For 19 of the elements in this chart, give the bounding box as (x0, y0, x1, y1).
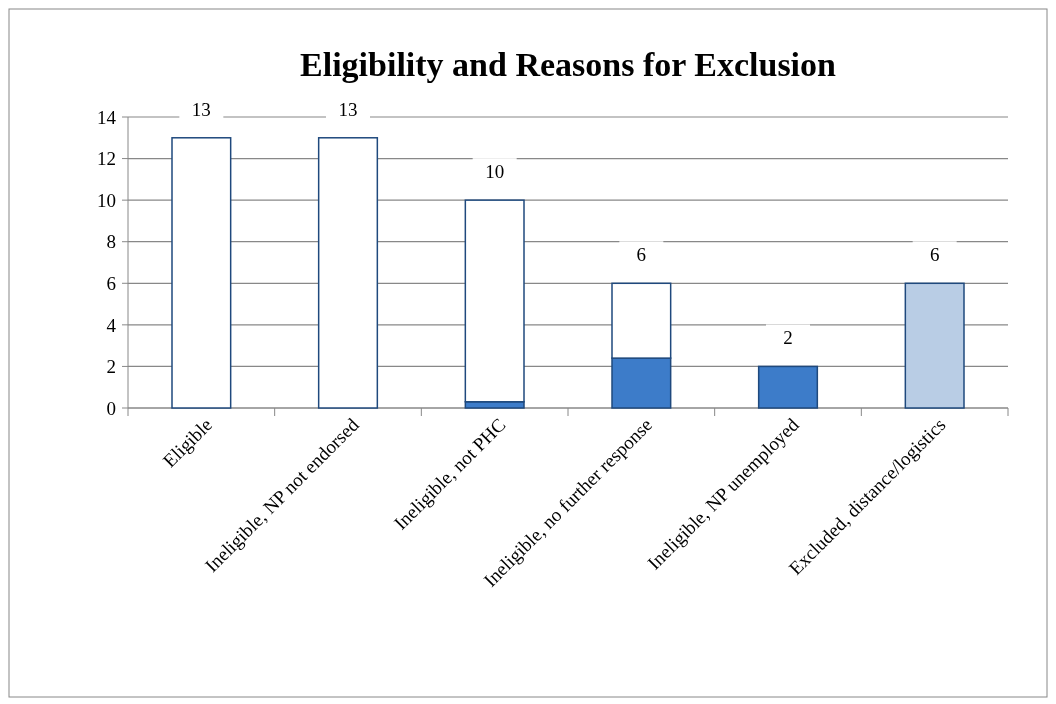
bar (171, 137, 232, 409)
total-label: 10 (485, 161, 505, 183)
y-tick-label: 14 (97, 106, 117, 128)
total-label: 6 (636, 244, 647, 266)
total-label: 6 (929, 244, 940, 266)
total-label: 2 (783, 327, 793, 349)
total-label: 13 (338, 98, 358, 120)
y-tick-label: 2 (106, 356, 116, 378)
y-tick-label: 6 (106, 272, 116, 294)
chart-title: Eligibility and Reasons for Exclusion (300, 46, 837, 83)
bar (317, 137, 379, 409)
y-tick-label: 12 (97, 148, 116, 170)
bar (757, 365, 819, 409)
y-tick-label: 0 (106, 397, 116, 419)
y-tick-label: 8 (106, 231, 116, 253)
total-label: 13 (191, 98, 211, 120)
y-tick-label: 10 (97, 189, 116, 211)
y-tick-label: 4 (106, 314, 117, 336)
bar (904, 282, 965, 409)
